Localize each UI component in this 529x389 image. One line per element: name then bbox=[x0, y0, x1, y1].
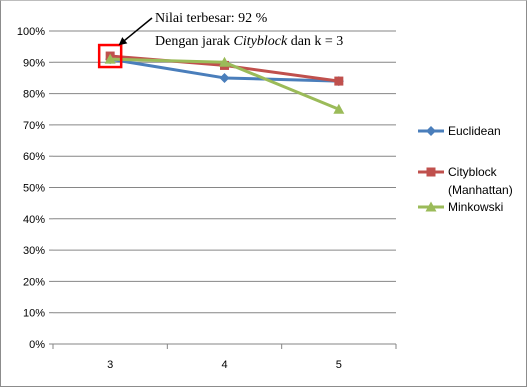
x-axis-ticks: 3 4 5 bbox=[52, 344, 397, 371]
legend-item-minkowski: Minkowski bbox=[418, 200, 503, 214]
legend-label: Minkowski bbox=[448, 200, 503, 214]
annotation-line-2: Dengan jarak Cityblock dan k = 3 bbox=[155, 34, 343, 49]
data-point-cityblock bbox=[334, 76, 344, 86]
y-tick-label: 90% bbox=[23, 57, 45, 69]
annotation-line-2-suffix: dan k = 3 bbox=[287, 34, 343, 49]
series-minkowski bbox=[104, 53, 345, 114]
data-point-minkowski bbox=[219, 56, 230, 67]
legend-label: Cityblock bbox=[448, 165, 498, 179]
annotation-arrow bbox=[118, 17, 153, 46]
annotation-line-2-prefix: Dengan jarak bbox=[155, 34, 234, 49]
y-tick-label: 80% bbox=[23, 89, 45, 101]
y-tick-label: 100% bbox=[17, 26, 45, 38]
y-tick-label: 30% bbox=[23, 245, 45, 257]
data-point-minkowski bbox=[104, 53, 116, 64]
y-tick-label: 0% bbox=[29, 339, 45, 351]
legend-item-euclidean: Euclidean bbox=[418, 124, 501, 138]
y-tick-label: 50% bbox=[23, 183, 45, 195]
series-group bbox=[104, 51, 345, 114]
x-tick-label: 4 bbox=[221, 359, 227, 371]
y-tick-label: 60% bbox=[23, 151, 45, 163]
legend-item-cityblock: Cityblock (Manhattan) bbox=[418, 165, 513, 197]
y-tick-label: 70% bbox=[23, 120, 45, 132]
x-tick-label: 5 bbox=[336, 359, 342, 371]
legend-swatch-marker bbox=[426, 167, 436, 177]
legend-swatch-marker bbox=[425, 201, 437, 212]
legend: Euclidean Cityblock (Manhattan) Minkowski bbox=[418, 124, 513, 214]
highlight-box bbox=[97, 43, 123, 69]
y-tick-label: 10% bbox=[23, 308, 45, 320]
annotation-line-2-italic: Cityblock bbox=[234, 34, 288, 49]
legend-label: (Manhattan) bbox=[448, 183, 513, 197]
data-point-minkowski bbox=[333, 103, 345, 114]
x-tick-label: 3 bbox=[107, 359, 113, 371]
legend-label: Euclidean bbox=[448, 124, 501, 138]
data-point-euclidean bbox=[219, 72, 230, 83]
annotation-line-1: Nilai terbesar: 92 % bbox=[155, 11, 268, 26]
legend-swatch-marker bbox=[426, 126, 436, 136]
y-tick-label: 20% bbox=[23, 276, 45, 288]
annotation: Nilai terbesar: 92 % Dengan jarak Citybl… bbox=[97, 11, 343, 69]
y-axis-ticks: 0% 10% 20% 30% 40% 50% 60% 70% 80% 90% 100% bbox=[17, 26, 53, 351]
y-tick-label: 40% bbox=[23, 214, 45, 226]
